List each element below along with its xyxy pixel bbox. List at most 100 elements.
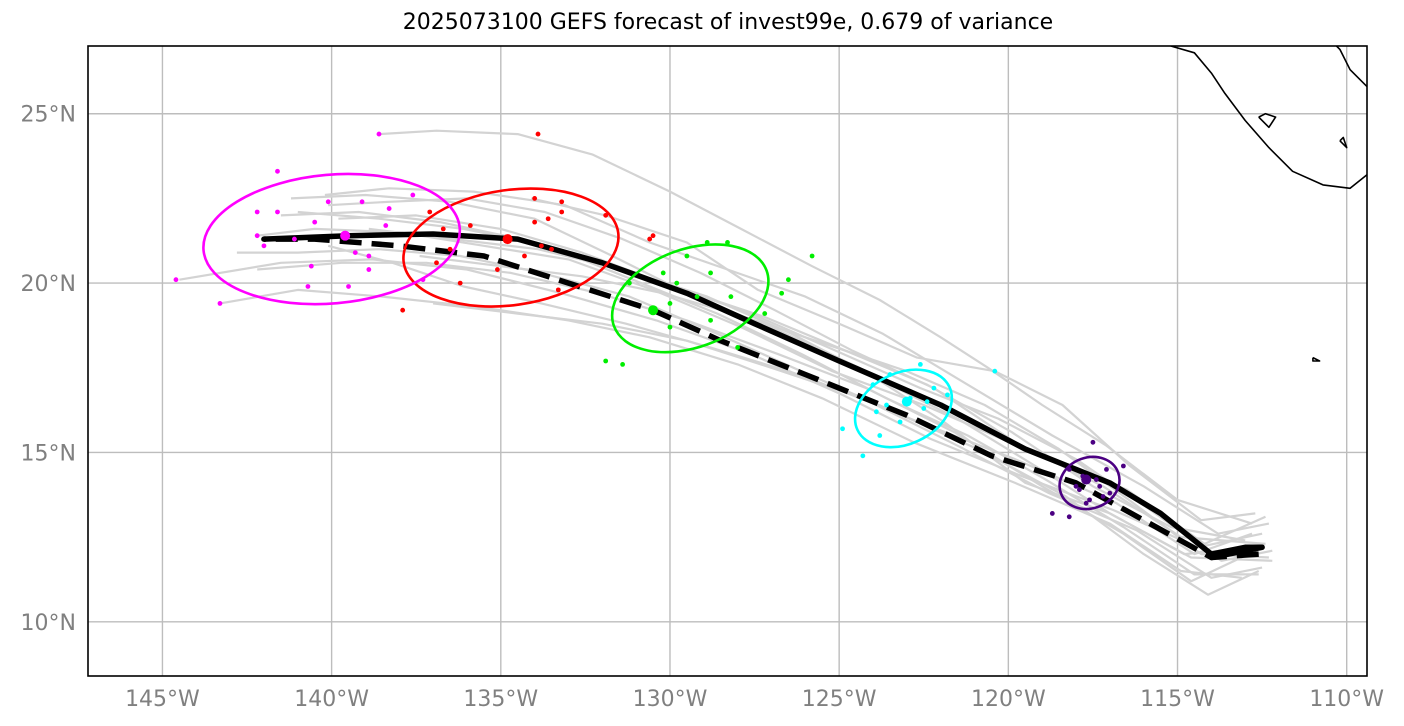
member-track: [219, 288, 1242, 579]
member-track: [338, 214, 1273, 562]
member-position-point: [674, 280, 680, 286]
member-position-point: [539, 243, 544, 249]
member-position-point: [1073, 483, 1079, 489]
member-position-point: [840, 426, 845, 432]
member-position-point: [897, 419, 903, 425]
member-position-point: [217, 301, 223, 306]
lon-tick-label: 145°W: [125, 687, 200, 712]
member-position-point: [386, 206, 392, 211]
member-position-point: [325, 199, 331, 205]
member-position-point: [352, 250, 358, 256]
member-position-point: [434, 260, 439, 266]
member-track: [324, 187, 1270, 535]
member-position-point: [427, 209, 433, 215]
member-track: [257, 261, 1250, 583]
spread-ellipse: [1058, 455, 1121, 511]
coastline-segment: [1335, 46, 1367, 88]
member-position-point: [684, 253, 690, 259]
member-track: [531, 197, 1256, 522]
member-position-point: [1049, 511, 1055, 516]
lat-tick-label: 25°N: [21, 103, 76, 128]
lon-tick-label: 130°W: [633, 687, 708, 712]
member-position-point: [873, 409, 879, 415]
member-position-point: [694, 294, 700, 300]
gridlines: [88, 46, 1367, 676]
spread-ellipse: [610, 243, 770, 354]
member-position-point: [650, 233, 656, 239]
member-position-point: [467, 223, 473, 228]
member-position-point: [447, 246, 453, 252]
lon-tick-label: 120°W: [971, 687, 1046, 712]
lon-tick-label: 115°W: [1140, 687, 1215, 712]
member-position-point: [809, 253, 815, 259]
member-position-point: [366, 267, 372, 272]
member-position-point: [312, 219, 318, 225]
member-position-point: [1100, 494, 1106, 499]
plot-frame: [87, 45, 1368, 677]
lon-tick-label: 140°W: [294, 687, 369, 712]
member-position-point: [725, 240, 730, 245]
member-position-point: [1076, 487, 1082, 493]
member-position-point: [495, 267, 500, 272]
member-position-point: [647, 236, 653, 242]
member-position-point: [728, 294, 734, 300]
member-track: [378, 129, 1253, 525]
member-position-point: [376, 131, 382, 137]
member-position-point: [173, 277, 179, 283]
member-position-point: [884, 402, 889, 408]
member-position-point: [457, 280, 463, 286]
member-position-point: [275, 209, 280, 215]
coastline-segment: [1170, 46, 1367, 190]
lat-tick-label: 10°N: [21, 611, 76, 636]
member-position-point: [735, 345, 741, 350]
ensemble-mean-tracks: [261, 231, 1265, 561]
member-position-point: [1066, 514, 1072, 520]
member-position-point: [400, 307, 406, 313]
member-position-point: [603, 212, 609, 218]
mean-position-point: [901, 396, 912, 407]
mean-position-point: [648, 305, 659, 316]
member-position-point: [620, 361, 626, 367]
member-position-point: [532, 196, 538, 201]
member-position-point: [921, 406, 927, 411]
coastline-segment: [1258, 112, 1277, 129]
member-position-point: [762, 311, 768, 316]
member-position-point: [667, 301, 673, 306]
member-position-point: [1097, 483, 1103, 489]
member-position-point: [1083, 500, 1089, 506]
mean-position-point: [340, 230, 351, 241]
lat-tick-label: 15°N: [21, 441, 76, 466]
lon-tick-label: 135°W: [463, 687, 538, 712]
member-position-point: [779, 290, 785, 296]
member-position-point: [559, 209, 565, 215]
member-position-point: [945, 392, 950, 398]
member-position-point: [254, 209, 260, 215]
member-track: [236, 248, 1253, 556]
member-position-point: [992, 368, 998, 374]
member-position-point: [440, 226, 446, 232]
member-position-point: [786, 277, 791, 283]
member-position-point: [545, 216, 551, 222]
member-position-point: [383, 223, 389, 228]
ensemble-member-tracks: [179, 129, 1273, 596]
member-position-point: [254, 233, 260, 239]
spread-ellipse: [402, 187, 620, 308]
member-position-point: [522, 253, 527, 259]
member-position-point: [305, 284, 311, 289]
map-title: 2025073100 GEFS forecast of invest99e, 0…: [402, 10, 1054, 35]
member-position-point: [535, 131, 541, 137]
member-position-point: [291, 236, 297, 242]
member-position-point: [549, 246, 554, 252]
member-position-point: [275, 168, 280, 174]
member-position-point: [931, 385, 937, 391]
member-position-point: [366, 253, 372, 259]
member-track: [297, 210, 1259, 576]
spread-ellipse: [202, 172, 462, 306]
member-position-point: [1087, 497, 1092, 503]
member-position-point: [1104, 466, 1109, 472]
mean-position-point: [502, 234, 513, 245]
member-track: [419, 254, 1269, 559]
member-position-point: [708, 270, 713, 276]
member-position-point: [924, 399, 930, 405]
